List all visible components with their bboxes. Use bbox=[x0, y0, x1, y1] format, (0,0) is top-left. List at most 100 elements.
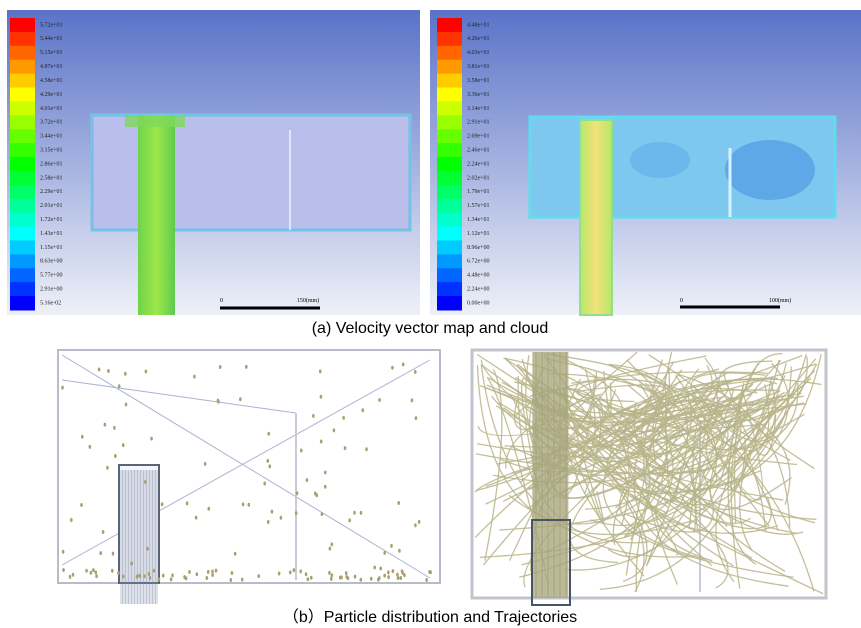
scale-label: 100(mm) bbox=[769, 297, 791, 304]
scale-label: 150(mm) bbox=[297, 297, 319, 304]
particle bbox=[383, 574, 386, 578]
particle bbox=[204, 462, 207, 466]
particle bbox=[112, 552, 115, 556]
particle bbox=[98, 368, 101, 372]
colorbar-label: 5.77e+00 bbox=[40, 273, 63, 279]
particle bbox=[106, 466, 109, 470]
particle bbox=[143, 574, 146, 578]
colorbar-label: 2.02e+01 bbox=[467, 175, 490, 181]
colorbar-label: 2.29e+01 bbox=[40, 189, 63, 195]
particle bbox=[207, 570, 210, 574]
particle bbox=[321, 512, 324, 516]
colorbar-label: 2.69e+01 bbox=[467, 134, 490, 140]
scale-label: 0 bbox=[220, 298, 223, 304]
particle bbox=[320, 395, 323, 399]
colorbar-segment bbox=[10, 157, 35, 171]
particle bbox=[296, 491, 299, 495]
colorbar-label: 2.01e+01 bbox=[40, 203, 63, 209]
particle bbox=[61, 386, 64, 390]
particle bbox=[241, 578, 244, 582]
particle bbox=[193, 375, 196, 379]
colorbar-segment bbox=[10, 240, 35, 254]
colorbar-segment bbox=[10, 171, 35, 185]
colorbar-label: 4.01e+01 bbox=[40, 106, 63, 112]
particle bbox=[310, 576, 313, 580]
colorbar-segment bbox=[437, 296, 462, 310]
particle bbox=[396, 573, 399, 577]
colorbar-label: 3.14e+01 bbox=[467, 106, 490, 112]
particle bbox=[300, 449, 303, 453]
particle bbox=[104, 423, 107, 427]
colorbar-segment bbox=[10, 254, 35, 268]
particle bbox=[331, 573, 334, 577]
particle bbox=[266, 459, 269, 463]
particle bbox=[186, 501, 189, 505]
colorbar-label: 1.43e+01 bbox=[40, 231, 63, 237]
colorbar-segment bbox=[10, 227, 35, 241]
particle bbox=[378, 398, 381, 402]
colorbar-label: 2.24e+00 bbox=[467, 287, 490, 293]
particle bbox=[122, 575, 125, 579]
particle bbox=[324, 471, 327, 475]
particle bbox=[299, 569, 302, 573]
colorbar-segment bbox=[10, 268, 35, 282]
colorbar-label: 0.00e+00 bbox=[467, 300, 490, 306]
particle bbox=[379, 566, 382, 570]
colorbar-segment bbox=[10, 46, 35, 60]
particle bbox=[293, 568, 296, 572]
particle bbox=[387, 570, 390, 574]
particle bbox=[162, 574, 165, 578]
particle bbox=[354, 575, 357, 579]
particle bbox=[378, 576, 381, 580]
particle bbox=[391, 366, 394, 370]
particle bbox=[62, 568, 65, 572]
particle bbox=[95, 574, 98, 578]
particle bbox=[340, 576, 343, 580]
particle bbox=[383, 551, 386, 555]
colorbar-segment bbox=[10, 185, 35, 199]
particle bbox=[399, 576, 402, 580]
particle bbox=[305, 572, 308, 576]
colorbar-segment bbox=[437, 199, 462, 213]
velocity-contour-panel bbox=[430, 10, 861, 315]
particle bbox=[117, 571, 120, 575]
colorbar-segment bbox=[10, 199, 35, 213]
particle bbox=[331, 542, 334, 546]
particle bbox=[217, 400, 220, 404]
colorbar-segment bbox=[437, 60, 462, 74]
particle bbox=[324, 485, 327, 489]
colorbar-segment bbox=[10, 18, 35, 32]
colorbar-segment bbox=[437, 171, 462, 185]
particle bbox=[195, 516, 198, 520]
particle bbox=[414, 370, 417, 374]
colorbar-label: 3.58e+01 bbox=[467, 78, 490, 84]
particle bbox=[153, 569, 156, 573]
particle bbox=[370, 577, 373, 581]
colorbar-label: 5.15e+01 bbox=[40, 50, 63, 56]
colorbar-label: 4.03e+01 bbox=[467, 50, 490, 56]
colorbar-label: 2.58e+01 bbox=[40, 175, 63, 181]
particle bbox=[328, 571, 331, 575]
particle bbox=[342, 416, 345, 420]
particle bbox=[361, 408, 364, 412]
particle bbox=[271, 510, 274, 514]
caption: （b）Particle distribution and Trajectorie… bbox=[283, 608, 577, 626]
particle bbox=[312, 414, 315, 418]
colorbar-segment bbox=[437, 227, 462, 241]
particle bbox=[145, 370, 148, 374]
colorbar-segment bbox=[437, 143, 462, 157]
particle bbox=[360, 511, 363, 515]
colorbar-segment bbox=[437, 74, 462, 88]
particle bbox=[118, 384, 121, 388]
colorbar-segment bbox=[437, 129, 462, 143]
particle bbox=[390, 544, 393, 548]
colorbar-segment bbox=[437, 115, 462, 129]
particle bbox=[267, 520, 270, 524]
particle bbox=[397, 501, 400, 505]
colorbar-segment bbox=[10, 282, 35, 296]
colorbar-segment bbox=[437, 88, 462, 102]
particle bbox=[306, 478, 309, 482]
colorbar-segment bbox=[437, 157, 462, 171]
particle bbox=[150, 437, 153, 441]
colorbar-segment bbox=[10, 101, 35, 115]
